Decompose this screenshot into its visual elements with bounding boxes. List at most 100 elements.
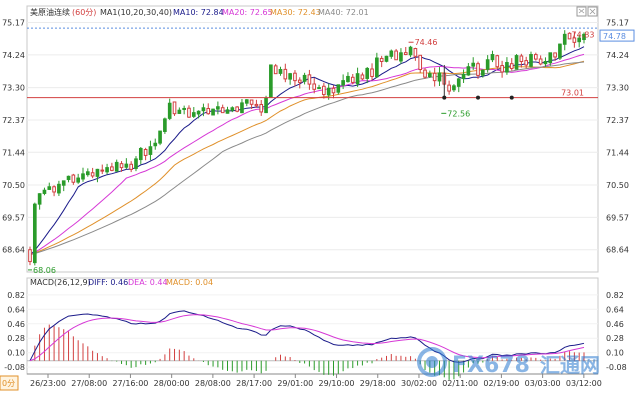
candle-body xyxy=(403,52,408,56)
time-tick-label: 03/03:00 xyxy=(525,379,561,388)
ma30-line xyxy=(29,60,585,256)
candle-body xyxy=(293,72,297,82)
candle-body xyxy=(110,166,114,171)
time-tick-label: 02/11:00 xyxy=(442,379,478,388)
candle-body xyxy=(524,60,529,66)
candle-body xyxy=(538,58,543,65)
price-tick-label-right: 74.24 xyxy=(606,51,629,60)
candle-body xyxy=(240,102,244,114)
candle-body xyxy=(437,72,442,82)
watermark-cn-text: 汇通网 xyxy=(540,353,600,377)
candle-body xyxy=(90,172,95,177)
candle-body xyxy=(196,110,201,115)
macd-legend: MACD(26,12,9) DIFF: 0.46 DEA: 0.44 MACD:… xyxy=(30,278,213,287)
candle-body xyxy=(81,173,85,180)
period-tag-box[interactable] xyxy=(0,375,19,391)
candle-body xyxy=(365,67,370,79)
candle-body xyxy=(95,168,100,177)
macd-tick-label-right: -0.08 xyxy=(606,363,627,372)
candle-body xyxy=(370,68,374,77)
macd-legend-macd: MACD: 0.04 xyxy=(166,278,213,287)
macd-tick-label-left: -0.08 xyxy=(4,363,25,372)
candle-body xyxy=(254,103,259,107)
macd-dea-line xyxy=(29,314,585,362)
macd-tick-label-left: 0.64 xyxy=(7,305,25,314)
candle-body xyxy=(519,55,524,62)
time-axis: 26/23:00 27/08:00 27/16:00 28/00:00 28/08:00… xyxy=(30,374,602,388)
candle-body xyxy=(355,73,360,85)
candle-body xyxy=(177,109,182,114)
candle-body xyxy=(331,87,336,94)
candle-body xyxy=(375,57,379,78)
candle-body xyxy=(423,69,427,78)
macd-tick-label-left: 0.46 xyxy=(7,320,25,329)
moving-average-lines xyxy=(29,46,585,256)
candle-body xyxy=(158,130,162,144)
candle-body xyxy=(509,63,514,69)
price-tick-label-right: 73.30 xyxy=(606,84,629,93)
candle-body xyxy=(249,99,254,105)
candle-body xyxy=(235,106,239,112)
candle-body xyxy=(548,52,553,64)
drawn-segment[interactable] xyxy=(442,64,514,100)
candle-body xyxy=(326,87,331,96)
macd-tick-label-left: 0.28 xyxy=(7,334,25,343)
legend-ma-params: MA1(10,20,30,40) xyxy=(100,8,172,17)
candle-body xyxy=(71,174,76,183)
candle-body xyxy=(32,203,37,264)
time-tick-label: 28/00:00 xyxy=(154,379,190,388)
candle-body xyxy=(114,161,119,172)
candle-body xyxy=(297,79,302,83)
low-annotation: 72.56 xyxy=(447,109,470,118)
price-legend: 美原油连续 (60分) MA1(10,20,30,40) MA10: 72.84… xyxy=(30,7,369,17)
candle-body xyxy=(288,73,292,80)
candle-body xyxy=(163,118,167,132)
candle-body xyxy=(244,99,249,104)
candle-body xyxy=(302,74,307,82)
macd-tick-label-left: 0.10 xyxy=(7,349,25,358)
candle-body xyxy=(500,65,504,73)
candle-body xyxy=(201,107,206,112)
candle-body xyxy=(471,62,476,67)
candle-body xyxy=(466,66,471,76)
candle-body xyxy=(283,68,288,80)
candle-body xyxy=(317,87,321,90)
candle-body xyxy=(61,180,66,186)
price-tick-label-left: 68.64 xyxy=(2,246,25,255)
price-tick-label-left: 70.50 xyxy=(2,181,25,190)
candle-body xyxy=(225,109,230,114)
candle-body xyxy=(167,102,172,119)
candle-body xyxy=(346,75,350,83)
candle-body xyxy=(577,37,582,43)
legend-ma20: MA20: 72.65 xyxy=(222,8,273,17)
candle-body xyxy=(42,189,47,194)
macd-panel xyxy=(26,277,599,375)
price-tick-label-left: 75.17 xyxy=(2,19,25,28)
segment-endpoint[interactable] xyxy=(476,95,481,100)
macd-tick-label-right: 0.28 xyxy=(606,334,624,343)
price-axis: 75.17 75.17 74.24 74.24 73.30 73.30 72.37 72.37… xyxy=(2,19,629,255)
candle-body xyxy=(481,69,485,76)
macd-tick-label-right: 0.82 xyxy=(606,291,624,300)
candle-body xyxy=(206,108,211,115)
candle-body xyxy=(187,107,191,118)
candle-body xyxy=(85,171,90,176)
candle-body xyxy=(124,163,129,168)
segment-endpoint[interactable] xyxy=(509,95,514,100)
price-tick-label-right: 72.37 xyxy=(606,116,629,125)
price-tick-label-left: 69.57 xyxy=(2,213,25,222)
candle-body xyxy=(572,37,577,43)
price-tick-label-right: 71.44 xyxy=(606,148,629,157)
candle-body xyxy=(105,167,109,173)
candle-body xyxy=(52,186,56,193)
candle-body xyxy=(514,55,519,70)
candle-body xyxy=(562,33,567,45)
candle-body xyxy=(529,54,533,67)
candle-body xyxy=(134,158,138,169)
time-tick-label: 29/01:00 xyxy=(277,379,313,388)
current-price-value: 74.78 xyxy=(603,32,626,41)
segment-endpoint[interactable] xyxy=(442,95,447,100)
macd-diff-line xyxy=(29,310,585,363)
candle-body xyxy=(153,142,158,147)
